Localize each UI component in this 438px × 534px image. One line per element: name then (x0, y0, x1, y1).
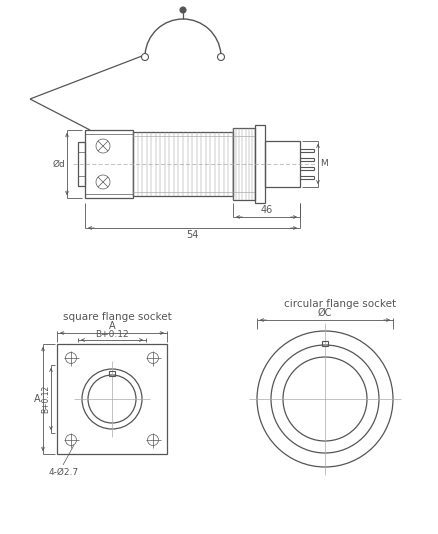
Bar (109, 371, 115, 376)
Bar (57, 344, 167, 454)
Bar (265, 141, 300, 187)
Text: ØC: ØC (318, 308, 332, 318)
Bar (133, 132, 233, 196)
Bar (233, 128, 255, 200)
Text: Ød: Ød (52, 160, 65, 169)
Text: B+0.12: B+0.12 (41, 385, 50, 413)
Text: 54: 54 (186, 230, 199, 240)
Text: M: M (320, 160, 328, 169)
Bar (85, 130, 133, 198)
Bar (255, 125, 265, 203)
Circle shape (180, 7, 186, 13)
Bar (78, 142, 85, 186)
Text: 46: 46 (260, 205, 272, 215)
Bar (322, 341, 328, 346)
Text: A: A (109, 321, 115, 331)
Text: 4-Ø2.7: 4-Ø2.7 (49, 468, 79, 477)
Text: circular flange socket: circular flange socket (284, 299, 396, 309)
Text: B+0.12: B+0.12 (95, 330, 129, 339)
Text: square flange socket: square flange socket (63, 312, 171, 322)
Text: A: A (34, 394, 41, 404)
